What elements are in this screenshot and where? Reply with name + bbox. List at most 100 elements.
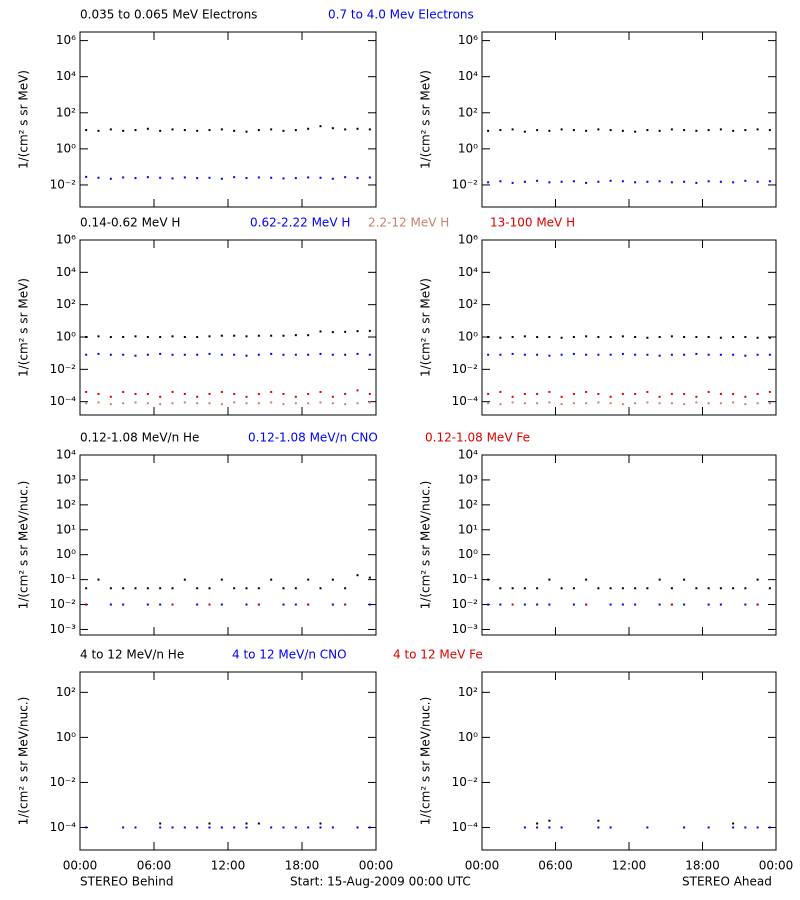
data-point xyxy=(670,128,673,131)
data-point xyxy=(560,128,563,131)
data-point xyxy=(159,336,162,339)
data-point xyxy=(344,587,347,590)
data-point xyxy=(109,128,112,131)
data-point xyxy=(560,403,563,406)
data-point xyxy=(319,826,322,829)
data-point xyxy=(756,392,759,395)
data-point xyxy=(646,129,649,132)
data-point xyxy=(282,826,285,829)
data-point xyxy=(548,354,551,357)
y-tick-label: 10⁻⁴ xyxy=(452,820,479,834)
data-point xyxy=(233,129,236,132)
data-point xyxy=(670,603,673,606)
data-point xyxy=(122,402,125,405)
data-point xyxy=(658,129,661,132)
data-point xyxy=(307,392,310,395)
data-point xyxy=(319,401,322,404)
data-point xyxy=(609,179,612,182)
data-point xyxy=(536,392,539,395)
data-point xyxy=(356,574,359,577)
data-point xyxy=(597,587,600,590)
data-point xyxy=(122,176,125,179)
x-tick-label: 06:00 xyxy=(538,859,573,873)
y-tick-label: 10⁶ xyxy=(56,233,76,247)
data-point xyxy=(585,181,588,184)
data-point xyxy=(122,587,125,590)
data-point xyxy=(159,176,162,179)
data-point xyxy=(768,180,771,183)
data-point xyxy=(245,587,248,590)
data-point xyxy=(146,336,149,339)
data-point xyxy=(282,392,285,395)
data-point xyxy=(487,129,490,132)
footer-left: STEREO Behind xyxy=(80,875,174,889)
data-point xyxy=(220,578,223,581)
data-point xyxy=(368,128,371,131)
data-point xyxy=(331,402,334,405)
legend-label: 0.12-1.08 MeV Fe xyxy=(425,431,530,445)
data-point xyxy=(523,180,526,183)
data-point xyxy=(695,336,698,339)
data-point xyxy=(523,335,526,338)
data-point xyxy=(768,336,771,339)
data-point xyxy=(683,353,686,356)
data-point xyxy=(744,587,747,590)
legend-label: 0.12-1.08 MeV/n CNO xyxy=(248,431,378,445)
data-point xyxy=(159,352,162,355)
data-point xyxy=(609,336,612,339)
data-point xyxy=(670,335,673,338)
data-point xyxy=(85,129,88,132)
data-point xyxy=(109,336,112,339)
data-point xyxy=(257,392,260,395)
data-point xyxy=(220,128,223,131)
data-point xyxy=(756,402,759,405)
data-point xyxy=(572,587,575,590)
data-point xyxy=(122,336,125,339)
plot-frame xyxy=(79,671,377,851)
data-point xyxy=(196,603,199,606)
data-point xyxy=(319,390,322,393)
data-point xyxy=(609,402,612,405)
data-point xyxy=(208,335,211,338)
data-point xyxy=(695,181,698,184)
x-tick-label: 12:00 xyxy=(211,859,246,873)
data-point xyxy=(208,603,211,606)
data-point xyxy=(85,603,88,606)
data-point xyxy=(245,354,248,357)
data-point xyxy=(233,392,236,395)
data-point xyxy=(257,176,260,179)
data-point xyxy=(499,403,502,406)
data-point xyxy=(634,402,637,405)
data-point xyxy=(171,603,174,606)
data-point xyxy=(597,819,600,822)
y-tick-label: 10⁴ xyxy=(56,69,76,83)
data-point xyxy=(122,129,125,132)
data-point xyxy=(97,352,100,355)
data-point xyxy=(85,175,88,178)
data-point xyxy=(646,336,649,339)
y-tick-label: 10⁻² xyxy=(50,775,77,789)
data-point xyxy=(159,129,162,132)
data-point xyxy=(511,352,514,355)
y-tick-label: 10² xyxy=(56,497,76,511)
data-point xyxy=(511,181,514,184)
data-point xyxy=(208,587,211,590)
data-point xyxy=(294,334,297,337)
data-point xyxy=(245,130,248,133)
data-point xyxy=(294,395,297,398)
data-point xyxy=(560,395,563,398)
data-point xyxy=(499,587,502,590)
data-point xyxy=(233,401,236,404)
y-tick-label: 10⁻² xyxy=(50,597,77,611)
data-point xyxy=(344,176,347,179)
data-point xyxy=(134,335,137,338)
data-point xyxy=(609,353,612,356)
data-point xyxy=(768,390,771,393)
data-point xyxy=(220,403,223,406)
data-point xyxy=(646,826,649,829)
data-point xyxy=(719,603,722,606)
data-point xyxy=(756,603,759,606)
plot-frame xyxy=(481,454,777,636)
data-point xyxy=(196,587,199,590)
data-point xyxy=(707,336,710,339)
